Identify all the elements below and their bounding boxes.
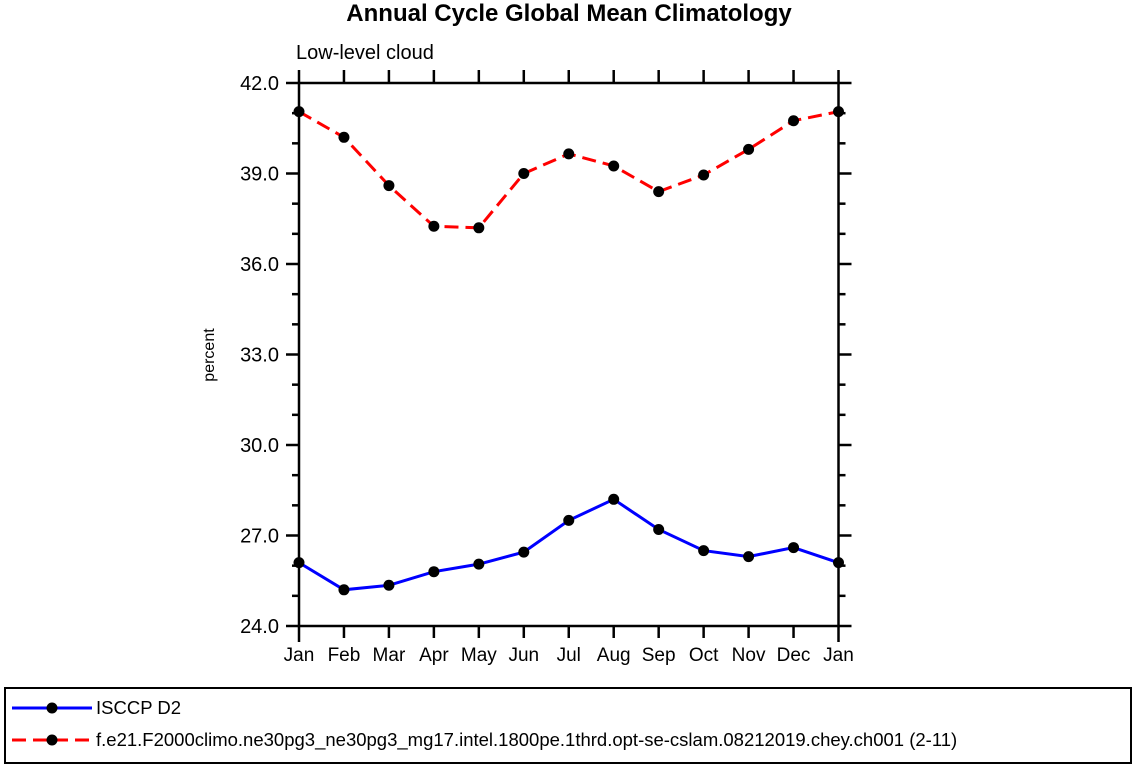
data-point-marker — [833, 557, 844, 569]
axis-frame — [297, 81, 840, 628]
y-tick-label: 30.0 — [240, 435, 279, 457]
data-point-marker — [383, 579, 395, 591]
x-tick-label: Aug — [597, 645, 631, 666]
x-tick-label: May — [461, 645, 497, 666]
x-tick-label: Dec — [777, 645, 811, 666]
data-point-marker — [563, 148, 575, 160]
data-point-marker — [563, 514, 575, 526]
data-point-marker — [428, 566, 440, 578]
y-tick-label: 39.0 — [240, 164, 279, 186]
data-point-marker — [743, 143, 755, 155]
y-tick-label: 24.0 — [240, 616, 279, 638]
data-point-marker — [833, 106, 844, 118]
y-tick-label: 36.0 — [240, 254, 279, 276]
legend-item-isccp: ISCCP D2 — [10, 697, 181, 719]
data-point-marker — [428, 220, 440, 232]
x-tick-label: Oct — [689, 645, 719, 666]
chart-title: Annual Cycle Global Mean Climatology — [346, 0, 792, 27]
legend-box: ISCCP D2 f.e21.F2000climo.ne30pg3_ne30pg… — [4, 687, 1132, 764]
x-tick-label: Nov — [732, 645, 766, 666]
model-line — [298, 110, 839, 230]
data-point-marker — [473, 558, 485, 570]
x-tick-label: Sep — [642, 645, 676, 666]
data-point-marker — [743, 551, 755, 563]
chart-subtitle: Low-level cloud — [296, 42, 434, 64]
y-tick-label: 42.0 — [240, 73, 279, 95]
data-point-marker — [653, 186, 665, 198]
legend-item-model: f.e21.F2000climo.ne30pg3_ne30pg3_mg17.in… — [10, 729, 957, 751]
data-point-marker — [653, 523, 665, 535]
data-point-marker — [788, 542, 800, 554]
x-tick-label: Mar — [373, 645, 406, 666]
data-point-marker — [698, 169, 710, 181]
data-point-marker — [698, 545, 710, 557]
data-point-marker — [788, 115, 800, 127]
x-tick-label: Jul — [557, 645, 581, 666]
y-tick-label: 33.0 — [240, 345, 279, 367]
data-point-marker — [473, 222, 485, 234]
legend-line-sample-dashed — [12, 734, 92, 746]
data-point-marker — [338, 131, 350, 143]
data-point-marker — [383, 180, 395, 192]
legend-label: ISCCP D2 — [96, 697, 181, 718]
data-point-marker — [608, 493, 620, 505]
y-tick-label: 27.0 — [240, 526, 279, 548]
data-point-marker — [608, 160, 620, 172]
x-tick-label: Apr — [419, 645, 449, 666]
legend-label: f.e21.F2000climo.ne30pg3_ne30pg3_mg17.in… — [96, 729, 958, 750]
data-point-marker — [293, 106, 305, 118]
data-point-marker — [518, 546, 530, 558]
data-point-marker — [293, 557, 305, 569]
x-tick-label: Jun — [508, 645, 539, 666]
legend-line-sample-solid — [12, 702, 92, 714]
data-point-marker — [518, 168, 530, 179]
isccp-line — [298, 497, 839, 592]
data-point-marker — [338, 584, 350, 596]
x-tick-label: Feb — [328, 645, 361, 666]
x-tick-label: Jan — [284, 645, 315, 666]
x-tick-label: Jan — [823, 645, 854, 666]
